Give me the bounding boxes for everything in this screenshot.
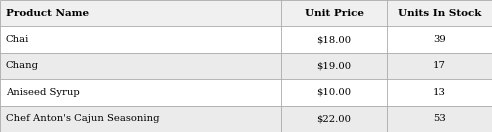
Bar [0,79,281,106]
Text: Chang: Chang [6,62,39,70]
Bar [281,106,387,132]
Text: Product Name: Product Name [6,9,89,18]
Text: Chai: Chai [6,35,30,44]
Text: 39: 39 [433,35,446,44]
Bar [387,106,492,132]
Bar [281,26,387,53]
Text: $22.00: $22.00 [316,114,352,123]
Bar [0,53,281,79]
Text: $19.00: $19.00 [316,62,352,70]
Bar [0,26,281,53]
Bar [281,53,387,79]
Bar [387,79,492,106]
Bar [281,79,387,106]
Bar [387,26,492,53]
Bar [0,106,281,132]
Bar [0,0,281,26]
Text: Units In Stock: Units In Stock [398,9,481,18]
Text: Aniseed Syrup: Aniseed Syrup [6,88,80,97]
Bar [387,53,492,79]
Bar [281,0,387,26]
Text: 17: 17 [433,62,446,70]
Bar [387,0,492,26]
Text: $18.00: $18.00 [316,35,352,44]
Text: Chef Anton's Cajun Seasoning: Chef Anton's Cajun Seasoning [6,114,159,123]
Text: Unit Price: Unit Price [305,9,364,18]
Text: 13: 13 [433,88,446,97]
Text: $10.00: $10.00 [316,88,352,97]
Text: 53: 53 [433,114,446,123]
